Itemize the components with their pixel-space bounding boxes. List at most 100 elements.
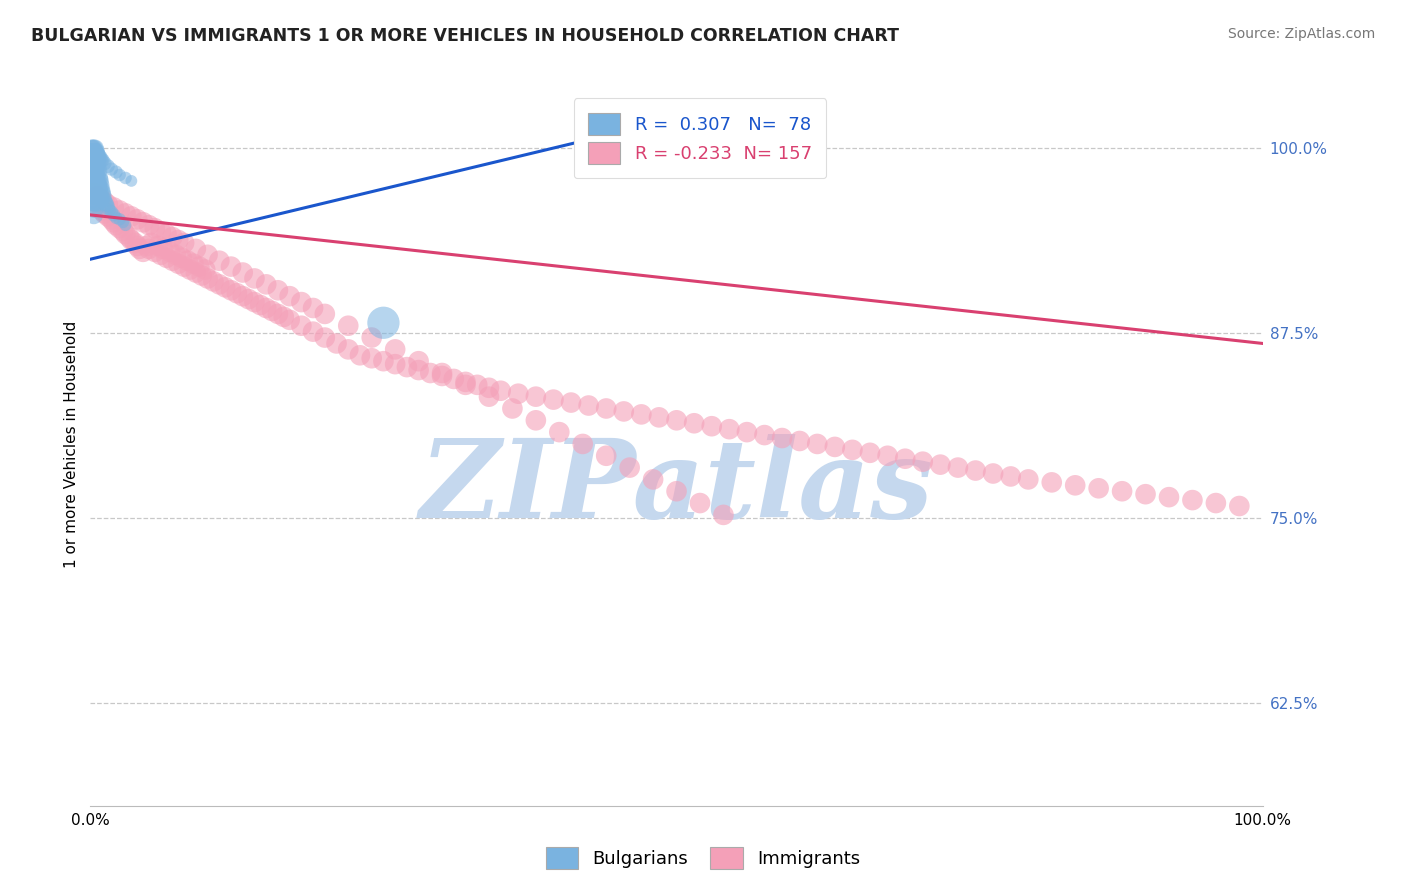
Point — [159, 244, 181, 259]
Point — [112, 215, 135, 229]
Point — [1157, 490, 1180, 504]
Point — [718, 422, 741, 436]
Point — [578, 399, 600, 413]
Point — [419, 366, 441, 380]
Point — [155, 251, 177, 265]
Point — [83, 141, 105, 155]
Point — [648, 410, 671, 425]
Point — [87, 181, 110, 195]
Point — [360, 330, 382, 344]
Point — [325, 336, 347, 351]
Point — [84, 156, 107, 170]
Point — [571, 437, 593, 451]
Point — [713, 508, 735, 522]
Point — [430, 368, 453, 383]
Point — [665, 413, 688, 427]
Point — [100, 212, 122, 227]
Point — [148, 239, 170, 253]
Point — [167, 233, 190, 247]
Point — [278, 313, 301, 327]
Point — [524, 413, 547, 427]
Point — [1205, 496, 1227, 510]
Legend: Bulgarians, Immigrants: Bulgarians, Immigrants — [538, 839, 868, 876]
Point — [152, 242, 174, 256]
Point — [83, 193, 105, 207]
Point — [478, 390, 501, 404]
Point — [489, 384, 512, 398]
Point — [443, 372, 465, 386]
Point — [114, 170, 136, 185]
Point — [80, 156, 103, 170]
Point — [97, 159, 120, 173]
Point — [93, 194, 115, 209]
Text: Source: ZipAtlas.com: Source: ZipAtlas.com — [1227, 27, 1375, 41]
Point — [82, 193, 104, 207]
Point — [87, 174, 110, 188]
Point — [108, 212, 131, 227]
Point — [184, 242, 207, 256]
Point — [127, 212, 149, 227]
Point — [373, 316, 395, 330]
Point — [219, 283, 242, 297]
Point — [754, 428, 776, 442]
Point — [167, 257, 190, 271]
Point — [700, 419, 723, 434]
Point — [789, 434, 811, 448]
Point — [114, 206, 136, 220]
Point — [91, 188, 114, 202]
Point — [86, 178, 108, 193]
Point — [894, 451, 917, 466]
Point — [188, 260, 211, 274]
Point — [84, 178, 107, 193]
Point — [314, 330, 336, 344]
Point — [478, 381, 501, 395]
Point — [162, 230, 184, 244]
Point — [83, 208, 105, 222]
Point — [430, 366, 453, 380]
Point — [80, 178, 103, 193]
Point — [83, 186, 105, 200]
Point — [105, 219, 128, 233]
Point — [859, 446, 882, 460]
Point — [127, 239, 149, 253]
Point — [93, 156, 115, 170]
Point — [143, 244, 166, 259]
Point — [84, 163, 107, 178]
Point — [173, 235, 195, 250]
Point — [806, 437, 828, 451]
Point — [90, 183, 112, 197]
Point — [84, 145, 107, 159]
Point — [91, 193, 114, 207]
Point — [254, 277, 277, 292]
Point — [80, 163, 103, 178]
Point — [96, 197, 118, 211]
Point — [202, 274, 225, 288]
Point — [225, 286, 247, 301]
Point — [83, 149, 105, 163]
Point — [91, 153, 114, 168]
Point — [103, 208, 125, 222]
Point — [841, 442, 863, 457]
Point — [100, 205, 122, 219]
Point — [84, 147, 107, 161]
Point — [155, 227, 177, 241]
Point — [82, 178, 104, 193]
Point — [184, 266, 207, 280]
Point — [219, 260, 242, 274]
Point — [98, 203, 121, 218]
Point — [249, 298, 271, 312]
Point — [162, 253, 184, 268]
Point — [89, 178, 111, 193]
Point — [97, 210, 120, 224]
Point — [83, 178, 105, 193]
Point — [595, 401, 617, 416]
Point — [103, 215, 125, 229]
Point — [683, 417, 706, 431]
Point — [86, 170, 108, 185]
Point — [337, 318, 360, 333]
Point — [197, 248, 219, 262]
Point — [179, 262, 201, 277]
Point — [89, 186, 111, 200]
Point — [91, 186, 114, 200]
Point — [84, 145, 107, 159]
